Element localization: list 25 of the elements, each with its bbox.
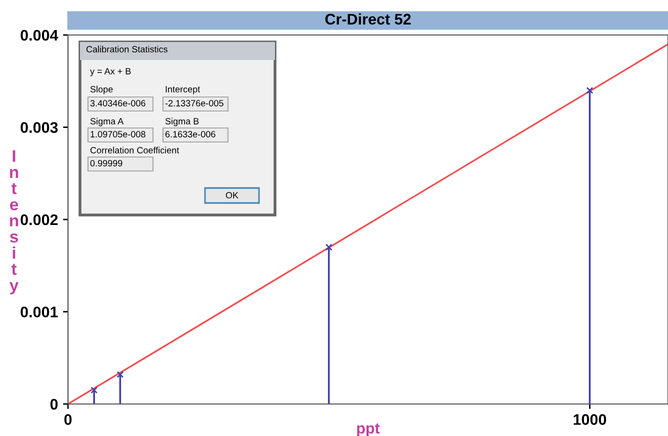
point: [90, 386, 98, 394]
y-tick-label: 0.004: [20, 30, 58, 41]
annotation: 0.99999: [90, 160, 122, 166]
x-tick-label: 1000: [574, 414, 606, 425]
annotation: Intercept: [166, 86, 200, 94]
annotation: 1.09705e-008: [90, 131, 146, 138]
y-tick-label: 0: [50, 398, 58, 410]
point: [325, 244, 332, 251]
y-tick-label: 0.001: [20, 306, 58, 318]
annotation: 6.1633e-006: [165, 131, 216, 138]
annotation: Calibration Statistics: [86, 46, 168, 52]
annotation: OK: [226, 192, 238, 198]
chart-title: Cr-Direct 52: [325, 13, 411, 25]
point: [586, 86, 594, 94]
y-tick-label: 0.002: [20, 214, 58, 226]
text: Intensity: [9, 150, 19, 294]
annotation: y = Ax + B: [90, 68, 131, 76]
annotation: -2.13376e-005: [165, 100, 224, 106]
annotation: Slope: [90, 86, 113, 94]
annotation: Correlation Coefficient: [90, 146, 180, 154]
annotation: Sigma B: [165, 118, 199, 126]
point: [116, 371, 124, 378]
annotation: Sigma A: [90, 118, 124, 126]
annotation: 3.40346e-006: [90, 100, 146, 106]
y-tick-label: 0.003: [20, 122, 58, 133]
